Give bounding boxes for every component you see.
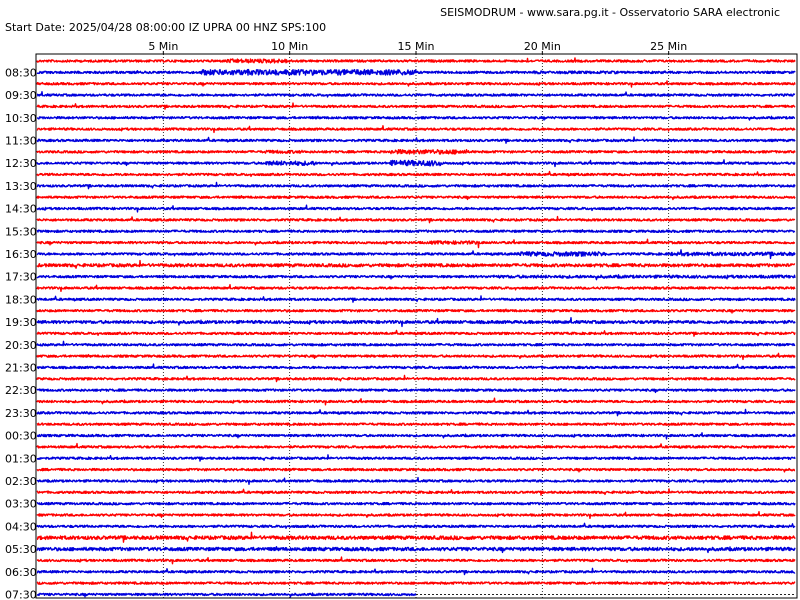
row-time-label: 11:30 (5, 134, 37, 147)
plot-frame (35, 53, 798, 599)
trace-line-blue (36, 363, 796, 371)
trace-line-red (36, 57, 796, 64)
trace-line-blue (36, 136, 796, 144)
trace-line-red (36, 580, 796, 585)
row-time-label: 21:30 (5, 361, 37, 374)
trace-line-red (36, 510, 796, 520)
trace-line-blue (36, 295, 796, 303)
row-time-label: 09:30 (5, 89, 37, 102)
trace-line-red (36, 194, 796, 201)
trace-line-red (36, 148, 796, 155)
trace-line-red (36, 283, 796, 293)
row-time-label: 12:30 (5, 157, 37, 170)
chart-title: SEISMODRUM - www.sara.pg.it - Osservator… (440, 6, 780, 19)
trace-line-blue (36, 432, 796, 440)
trace-line-red (36, 170, 796, 178)
row-time-label: 18:30 (5, 293, 37, 306)
trace-line-blue (36, 454, 796, 462)
row-time-label: 08:30 (5, 66, 37, 79)
trace-line-blue (36, 501, 796, 506)
trace-line-red (36, 442, 796, 450)
trace-line-red (36, 421, 796, 427)
trace-line-blue (36, 229, 796, 234)
trace-line-red (36, 374, 796, 383)
trace-line-blue (36, 91, 796, 98)
trace-line-blue (36, 408, 796, 417)
row-time-label: 07:30 (5, 588, 37, 600)
trace-line-blue (36, 159, 796, 168)
x-tick-label: 15 Min (397, 40, 434, 53)
trace-line-blue (36, 546, 796, 554)
x-tick-label: 10 Min (271, 40, 308, 53)
trace-line-red (36, 102, 796, 110)
row-time-label: 04:30 (5, 520, 37, 533)
trace-line-blue (36, 476, 796, 485)
row-time-label: 15:30 (5, 225, 37, 238)
trace-line-red (36, 308, 796, 314)
trace-line-blue (36, 249, 796, 260)
row-time-label: 17:30 (5, 271, 37, 284)
row-time-label: 06:30 (5, 566, 37, 579)
row-time-label: 16:30 (5, 248, 37, 261)
trace-line-blue (36, 567, 796, 576)
trace-line-red (36, 467, 796, 473)
trace-line-red (36, 352, 796, 361)
row-time-label: 05:30 (5, 543, 37, 556)
trace-line-red (36, 488, 796, 496)
row-time-label: 22:30 (5, 384, 37, 397)
trace-line-red (36, 329, 796, 337)
trace-line-red (36, 397, 796, 406)
trace-line-blue (36, 68, 796, 76)
trace-line-blue (36, 115, 796, 121)
trace-line-red (36, 80, 796, 88)
x-tick-label: 20 Min (524, 40, 561, 53)
trace-line-red (36, 259, 796, 269)
trace-line-blue (36, 340, 796, 347)
x-tick-label: 25 Min (650, 40, 687, 53)
trace-line-blue (36, 592, 417, 598)
trace-line-red (36, 125, 796, 134)
trace-line-red (36, 556, 796, 565)
trace-line-blue (36, 387, 796, 394)
row-time-label: 23:30 (5, 407, 37, 420)
trace-line-blue (36, 317, 796, 328)
row-time-label: 19:30 (5, 316, 37, 329)
trace-line-red (36, 238, 796, 249)
trace-line-red (36, 215, 796, 224)
row-time-label: 03:30 (5, 498, 37, 511)
row-time-label: 01:30 (5, 452, 37, 465)
x-tick-label: 5 Min (148, 40, 178, 53)
start-date-info: Start Date: 2025/04/28 08:00:00 IZ UPRA … (5, 21, 327, 34)
row-time-label: 20:30 (5, 339, 37, 352)
trace-line-blue (36, 522, 796, 529)
row-time-label: 14:30 (5, 203, 37, 216)
row-time-label: 10:30 (5, 112, 37, 125)
trace-line-blue (36, 274, 796, 281)
row-time-label: 00:30 (5, 430, 37, 443)
x-axis: 5 Min 10 Min 15 Min 20 Min 25 Min (148, 40, 687, 54)
row-time-label: 13:30 (5, 180, 37, 193)
trace-line-blue (36, 181, 796, 190)
trace-line-red (36, 531, 796, 543)
grid (162, 54, 670, 598)
trace-line-blue (36, 204, 796, 213)
row-time-label: 02:30 (5, 475, 37, 488)
row-labels: 08:30 09:30 10:30 11:30 12:30 13:30 14:30 15:30… (5, 66, 37, 600)
traces (36, 57, 796, 598)
